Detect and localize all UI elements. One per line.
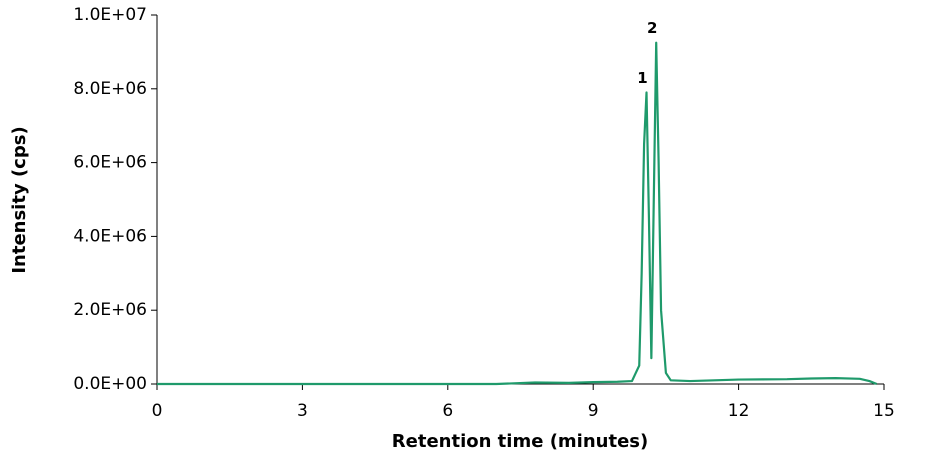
- peak-label: 1: [637, 69, 647, 87]
- x-tick-label: 9: [588, 401, 599, 421]
- y-tick-label: 6.0E+06: [73, 153, 147, 173]
- x-axis-title: Retention time (minutes): [392, 431, 648, 452]
- peak-label: 2: [647, 19, 657, 37]
- y-tick-label: 4.0E+06: [73, 226, 147, 246]
- y-tick-label: 8.0E+06: [73, 79, 147, 99]
- y-tick-label: 2.0E+06: [73, 300, 147, 320]
- x-tick-label: 6: [442, 401, 453, 421]
- y-tick-label: 0.0E+00: [73, 374, 147, 394]
- x-tick-label: 12: [728, 401, 750, 421]
- y-tick-label: 1.0E+07: [73, 5, 147, 25]
- series-line: [157, 41, 878, 386]
- x-tick-label: 15: [873, 401, 895, 421]
- y-axis-title: Intensity (cps): [9, 126, 30, 273]
- x-tick-label: 0: [152, 401, 163, 421]
- x-tick-label: 3: [297, 401, 308, 421]
